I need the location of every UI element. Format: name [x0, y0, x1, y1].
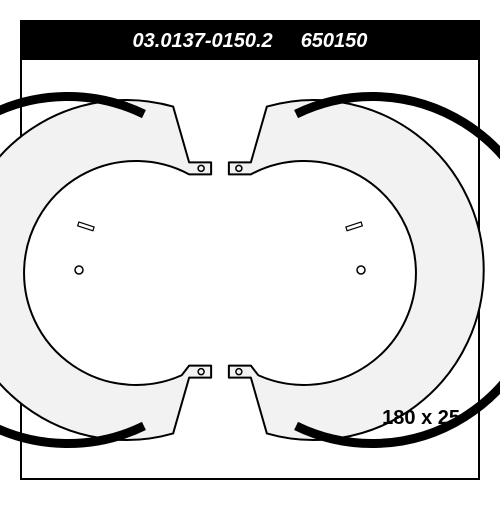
dimension-label: 180 x 25 [382, 407, 460, 430]
